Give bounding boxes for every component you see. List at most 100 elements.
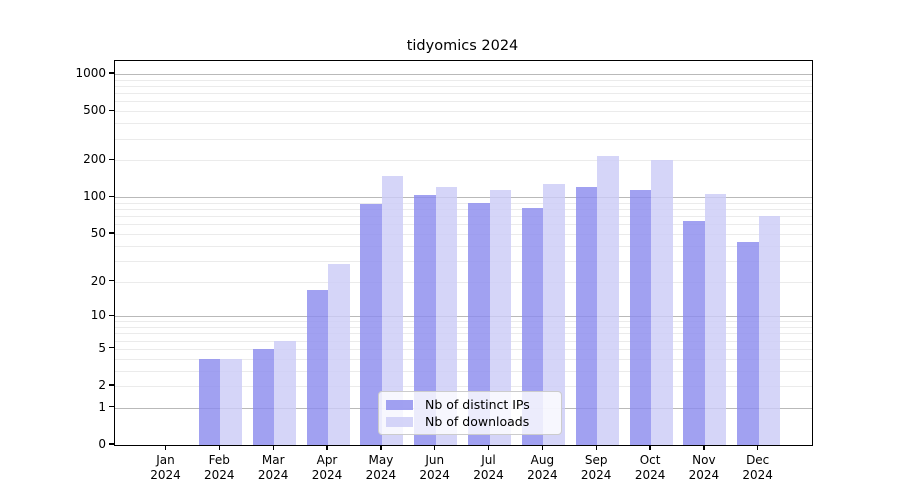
- gridline-minor: [115, 233, 812, 235]
- x-axis-tick: [380, 445, 382, 451]
- x-axis-tick-label: Feb 2024: [204, 453, 235, 482]
- legend-item-downloads: Nb of downloads: [386, 414, 553, 429]
- y-axis-tick-label: 5: [98, 340, 106, 355]
- y-axis-tick-label: 0: [98, 437, 106, 451]
- bar-downloads-mar: [274, 340, 296, 445]
- x-axis-tick: [164, 445, 167, 451]
- x-axis-tick: [487, 445, 490, 451]
- chart-title: tidyomics 2024: [406, 38, 519, 54]
- y-axis-tick: [109, 406, 114, 408]
- bar-distinct-ips-dec: [737, 241, 759, 445]
- legend-label-distinct-ips: Nb of distinct IPs: [425, 397, 530, 412]
- legend-swatch-distinct-ips: [386, 399, 413, 410]
- legend-item-distinct-ips: Nb of distinct IPs: [386, 397, 553, 412]
- x-axis-tick-label: May 2024: [365, 453, 397, 482]
- gridline-minor: [115, 93, 812, 95]
- x-axis-tick: [326, 445, 328, 451]
- y-axis-tick-label: 2: [98, 378, 106, 392]
- y-axis-tick: [109, 232, 114, 234]
- x-axis-tick: [649, 445, 651, 451]
- y-axis-tick-label: 100: [83, 189, 106, 204]
- gridline-minor: [115, 321, 812, 323]
- gridline-minor: [115, 340, 812, 342]
- y-axis-tick-label: 200: [83, 152, 106, 167]
- bar-downloads-nov: [704, 194, 727, 445]
- x-axis-tick: [434, 445, 436, 451]
- bar-downloads-sep: [597, 156, 619, 445]
- bar-distinct-ips-oct: [629, 190, 652, 445]
- bar-distinct-ips-jul: [468, 203, 490, 445]
- gridline-minor: [115, 202, 812, 204]
- x-axis-tick-label: Dec 2024: [742, 453, 773, 482]
- gridline-minor: [115, 138, 812, 140]
- y-axis-tick: [109, 109, 114, 111]
- gridline-minor: [115, 327, 812, 328]
- bar-downloads-apr: [328, 264, 350, 445]
- x-axis-tick-label: Oct 2024: [634, 453, 666, 482]
- bar-downloads-oct: [651, 159, 673, 445]
- bar-distinct-ips-mar: [252, 348, 275, 445]
- legend: Nb of distinct IPs Nb of downloads: [378, 391, 562, 435]
- x-axis-tick-label: Jul 2024: [473, 453, 504, 482]
- bar-downloads-feb: [220, 358, 242, 445]
- x-axis-tick: [218, 445, 220, 451]
- bar-distinct-ips-nov: [683, 220, 705, 445]
- x-axis-tick: [757, 445, 759, 451]
- bar-distinct-ips-feb: [198, 358, 221, 445]
- gridline-major: [115, 316, 812, 318]
- legend-label-downloads: Nb of downloads: [425, 414, 530, 429]
- y-axis-tick: [109, 384, 114, 386]
- bar-distinct-ips-apr: [306, 289, 328, 445]
- gridline-minor: [115, 224, 812, 226]
- gridline-minor: [115, 111, 812, 113]
- y-axis-tick: [109, 314, 114, 316]
- x-axis-tick-label: Aug 2024: [527, 453, 558, 482]
- x-axis-tick: [541, 445, 544, 451]
- bar-downloads-aug: [543, 184, 565, 445]
- y-axis-tick: [109, 347, 114, 349]
- y-axis-tick: [109, 158, 114, 160]
- y-axis-tick: [109, 279, 114, 282]
- gridline-major: [115, 197, 812, 199]
- x-axis-tick: [272, 445, 274, 451]
- x-axis-tick: [703, 445, 705, 451]
- y-axis-tick-label: 1: [98, 399, 106, 414]
- gridline-minor: [115, 216, 812, 218]
- plot-area: [114, 60, 813, 446]
- x-axis-tick-label: Apr 2024: [311, 453, 343, 482]
- y-axis-tick-label: 10: [90, 308, 106, 323]
- x-axis-tick-label: Jan 2024: [150, 453, 181, 482]
- gridline-minor: [115, 281, 812, 283]
- gridline-minor: [115, 79, 812, 81]
- y-axis-tick-label: 500: [83, 103, 106, 118]
- bar-downloads-jun: [435, 186, 458, 445]
- gridline-minor: [115, 86, 812, 87]
- bar-downloads-may: [381, 176, 404, 445]
- x-axis-tick-label: Jun 2024: [419, 453, 450, 482]
- y-axis-tick: [109, 72, 114, 74]
- gridline-minor: [115, 358, 812, 360]
- gridline-major: [115, 74, 812, 75]
- legend-swatch-downloads: [386, 416, 413, 427]
- y-axis-tick: [109, 195, 114, 197]
- y-axis-tick-label: 50: [90, 225, 106, 240]
- gridline-minor: [115, 160, 812, 162]
- gridline-minor: [115, 245, 812, 247]
- bar-distinct-ips-may: [360, 204, 382, 445]
- gridline-minor: [115, 348, 812, 350]
- gridline-minor: [115, 209, 812, 210]
- gridline-minor: [115, 370, 812, 372]
- gridline-minor: [115, 101, 812, 103]
- bar-distinct-ips-jun: [414, 194, 436, 445]
- gridline-minor: [115, 123, 812, 125]
- gridline-minor: [115, 260, 812, 262]
- bar-distinct-ips-aug: [521, 208, 544, 445]
- x-axis-tick-label: Mar 2024: [257, 453, 289, 482]
- y-axis-tick: [109, 443, 114, 445]
- gridline-minor: [115, 386, 812, 387]
- bar-downloads-jul: [489, 189, 511, 445]
- gridline-minor: [115, 333, 812, 335]
- x-axis-tick: [595, 445, 597, 451]
- y-axis-tick-label: 20: [90, 273, 106, 288]
